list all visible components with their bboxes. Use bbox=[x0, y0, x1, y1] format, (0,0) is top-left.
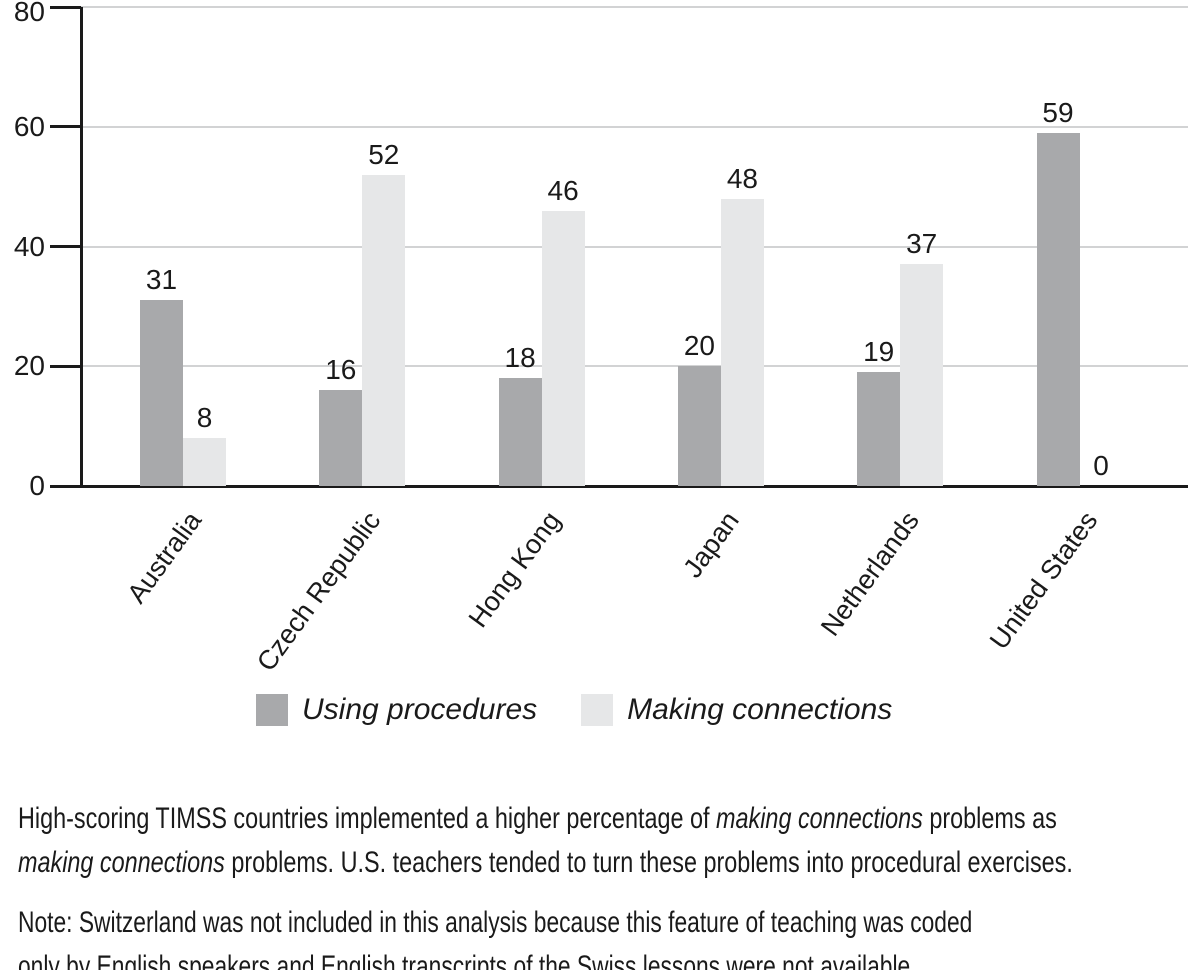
legend-label-making-connections: Making connections bbox=[627, 693, 893, 726]
chart-legend: Using procedures Making connections bbox=[256, 693, 892, 727]
y-axis-label-60: 60 bbox=[13, 110, 45, 142]
x-category-label-japan: Japan bbox=[677, 506, 746, 584]
text-segment: Note: Switzerland was not included in th… bbox=[18, 906, 973, 939]
bar-value-label: 16 bbox=[325, 354, 357, 386]
bar-value-label: 0 bbox=[1093, 450, 1109, 481]
gridline-40 bbox=[81, 245, 1188, 248]
legend-item-making-connections: Making connections bbox=[581, 693, 892, 727]
y-axis-tick-80 bbox=[50, 5, 81, 9]
y-axis-label-0: 0 bbox=[29, 470, 45, 501]
bar-using-procedures-united-states bbox=[1036, 132, 1080, 486]
y-axis-label-20: 20 bbox=[13, 350, 45, 382]
figure-caption: High-scoring TIMSS countries implemented… bbox=[18, 797, 1200, 885]
x-category-label-netherlands: Netherlands bbox=[814, 506, 925, 642]
gridline-20 bbox=[81, 365, 1188, 368]
bar-value-label: 48 bbox=[726, 162, 758, 194]
x-axis-line bbox=[50, 485, 1188, 488]
italic-text-segment: making connections bbox=[716, 802, 923, 835]
bar-value-label: 19 bbox=[863, 336, 895, 368]
bar-using-procedures-japan bbox=[677, 366, 721, 486]
bar-value-label: 52 bbox=[368, 138, 400, 170]
gridline-80 bbox=[81, 6, 1188, 8]
y-axis-label-80: 80 bbox=[13, 0, 45, 27]
y-axis-tick-20 bbox=[50, 364, 81, 368]
bar-using-procedures-hong-kong bbox=[498, 378, 542, 486]
bar-value-label: 59 bbox=[1042, 96, 1074, 128]
legend-swatch-using-procedures bbox=[256, 694, 288, 726]
x-category-label-hong-kong: Hong Kong bbox=[462, 506, 566, 633]
x-category-label-czech-republic: Czech Republic bbox=[251, 506, 387, 677]
bar-value-label: 31 bbox=[145, 264, 178, 296]
y-axis-tick-40 bbox=[50, 245, 81, 248]
bar-using-procedures-czech-republic bbox=[319, 390, 363, 486]
bar-value-label: 46 bbox=[547, 174, 579, 206]
bar-using-procedures-netherlands bbox=[857, 372, 901, 486]
legend-swatch-making-connections bbox=[581, 694, 614, 726]
bar-making-connections-japan bbox=[720, 198, 764, 486]
bar-making-connections-hong-kong bbox=[541, 210, 585, 486]
note-line-2: only by English speakers and English tra… bbox=[18, 945, 972, 970]
italic-text-segment: making connections bbox=[18, 846, 225, 879]
note-line-1: Note: Switzerland was not included in th… bbox=[18, 901, 972, 945]
legend-item-using-procedures: Using procedures bbox=[256, 693, 537, 727]
bar-making-connections-netherlands bbox=[900, 264, 944, 486]
bar-making-connections-australia bbox=[183, 438, 226, 486]
x-category-label-australia: Australia bbox=[121, 506, 208, 609]
bar-making-connections-czech-republic bbox=[362, 174, 406, 486]
bar-value-label: 20 bbox=[683, 330, 715, 362]
bar-value-label: 37 bbox=[906, 228, 938, 260]
text-segment: problems as bbox=[922, 802, 1057, 835]
y-axis-label-40: 40 bbox=[13, 230, 45, 262]
y-axis-tick-60 bbox=[50, 125, 81, 129]
caption-line-1: High-scoring TIMSS countries implemented… bbox=[18, 797, 1073, 841]
bar-value-label: 8 bbox=[196, 402, 213, 434]
text-segment: only by English speakers and English tra… bbox=[18, 950, 917, 970]
text-segment: problems. U.S. teachers tended to turn t… bbox=[224, 846, 1073, 879]
legend-label-using-procedures: Using procedures bbox=[302, 693, 538, 726]
caption-line-2: making connections problems. U.S. teache… bbox=[18, 841, 1073, 885]
bar-using-procedures-australia bbox=[140, 300, 183, 486]
gridline-60 bbox=[81, 125, 1188, 128]
y-axis-line bbox=[80, 7, 83, 488]
x-category-label-united-states: United States bbox=[984, 506, 1104, 655]
text-segment: High-scoring TIMSS countries implemented… bbox=[18, 802, 717, 835]
bar-value-label: 18 bbox=[504, 342, 536, 374]
figure-note: Note: Switzerland was not included in th… bbox=[18, 901, 1200, 970]
